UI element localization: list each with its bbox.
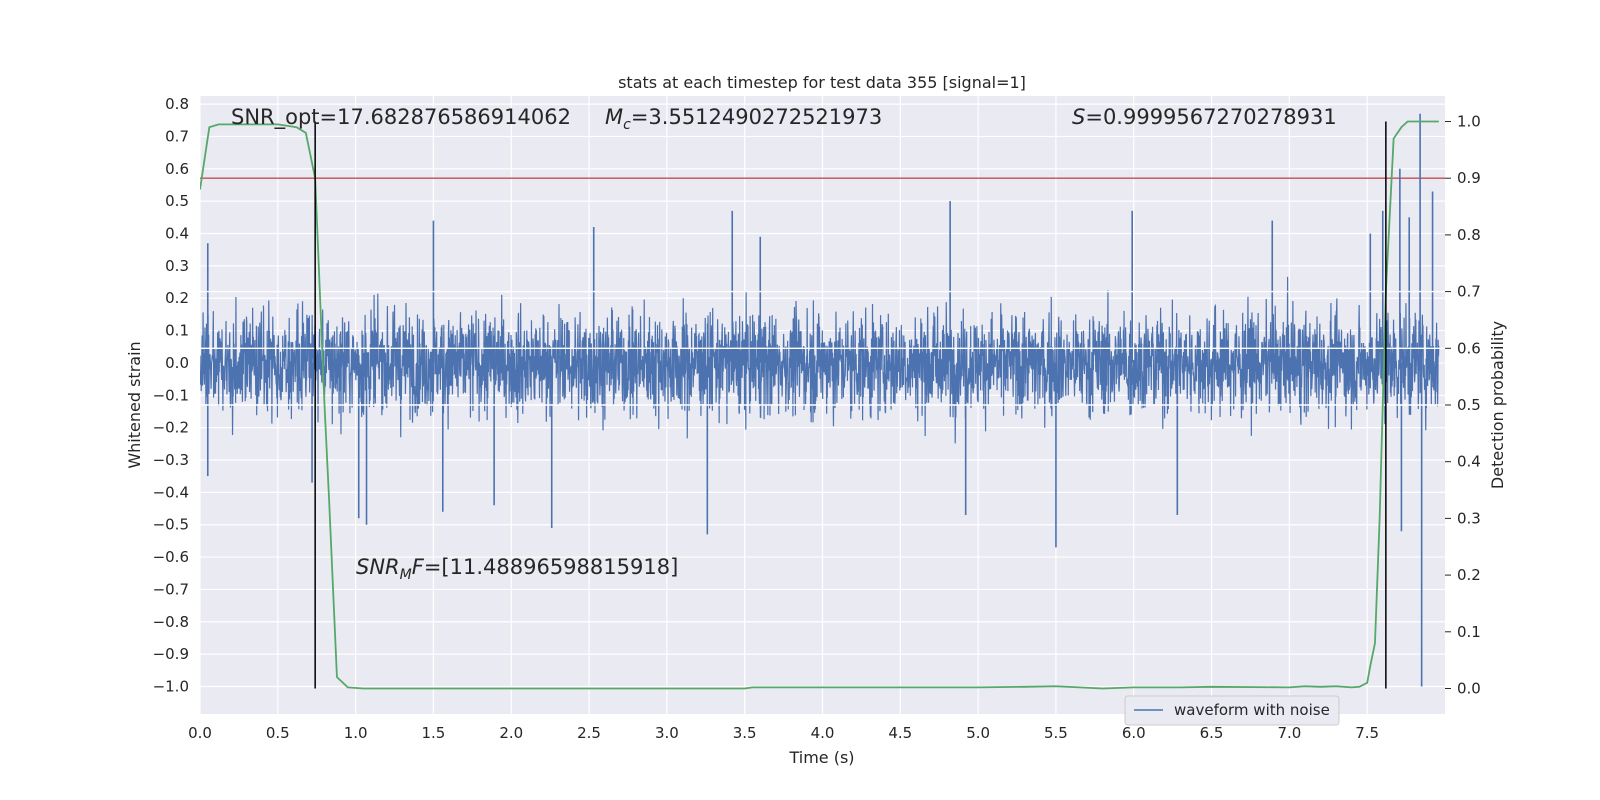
y-right-tick-label: 1.0 [1457,113,1481,131]
y-right-tick-label: 0.9 [1457,169,1481,187]
y-right-tick-label: 0.2 [1457,566,1481,584]
y-right-tick-label: 0.0 [1457,679,1481,697]
x-tick-label: 7.0 [1277,724,1301,742]
y-right-tick-label: 0.1 [1457,623,1481,641]
y-tick-label: 0.1 [165,322,189,340]
annotation-chirp-mass-subscript: c [623,117,631,133]
y-right-tick-label: 0.6 [1457,339,1481,357]
legend: waveform with noise [1124,695,1340,726]
y-tick-label: −0.4 [153,483,189,501]
series-waveform-with-noise [200,113,1440,687]
x-tick-label: 5.5 [1044,724,1068,742]
x-tick-label: 4.5 [888,724,912,742]
legend-label-waveform: waveform with noise [1174,701,1330,719]
y-axis-label-right: Detection probability [1488,321,1507,489]
y-tick-label: −0.6 [153,548,189,566]
chart-title: stats at each timestep for test data 355… [618,73,1026,92]
y-right-tick-label: 0.7 [1457,283,1481,301]
y-tick-label: 0.7 [165,127,189,145]
x-tick-label: 6.5 [1200,724,1224,742]
x-tick-label: 1.0 [344,724,368,742]
waveform-line [200,276,1440,444]
y-tick-label: −0.1 [153,386,189,404]
annotation-s-symbol: S [1072,105,1085,129]
y-tick-label: 0.8 [165,95,189,113]
x-tick-label: 3.5 [733,724,757,742]
y-tick-labels-left: 0.8 0.7 0.6 0.5 0.4 0.3 0.2 0.1 0.0 −0.1 −0.2 −0.3 −… [153,95,189,695]
y-tick-label: −0.7 [153,580,189,598]
y-tick-label: 0.4 [165,225,189,243]
x-tick-label: 4.0 [811,724,835,742]
series-detection-probability [200,120,1439,690]
detection-probability-line [200,120,1439,690]
y-tick-label: 0.3 [165,257,189,275]
y-tick-label: −0.9 [153,645,189,663]
annotation-snr-opt: SNR_opt=17.682876586914062 [231,105,571,130]
legend-box [1124,695,1340,726]
annotation-snr-mf-subscript: M [400,567,412,583]
x-tick-labels: 0.0 0.5 1.0 1.5 2.0 2.5 3.0 3.5 4.0 4.5 5.0 5.5 6.0 6… [188,724,1379,742]
annotation-snr-mf-value: =[11.48896598815918] [424,555,678,579]
x-tick-label: 0.0 [188,724,212,742]
x-tick-label: 2.5 [577,724,601,742]
y-tick-label: −0.5 [153,516,189,534]
vertical-marker-lines [314,121,1387,689]
annotation-s: S=0.9999567270278931 [1072,105,1337,129]
y-tick-label: 0.5 [165,192,189,210]
annotation-chirp-mass-symbol: M [605,105,623,129]
x-tick-label: 5.0 [966,724,990,742]
y-tick-label: −0.8 [153,613,189,631]
x-tick-label: 0.5 [266,724,290,742]
x-tick-label: 7.5 [1355,724,1379,742]
annotation-chirp-mass-value: =3.5512490272521973 [631,105,882,129]
y-tick-label: 0.0 [165,354,189,372]
x-tick-label: 3.0 [655,724,679,742]
annotation-chirp-mass: Mc=3.5512490272521973 [605,105,882,133]
annotation-snr-mf-f: F [412,555,425,579]
annotation-s-value: =0.9999567270278931 [1085,105,1336,129]
white-band-lines [200,290,1445,406]
y-right-tick-label: 0.5 [1457,396,1481,414]
annotation-snr-mf: SNRMF=[11.48896598815918] [356,555,678,583]
y-right-tick-label: 0.8 [1457,226,1481,244]
x-tick-label: 6.0 [1122,724,1146,742]
x-axis-label: Time (s) [788,748,854,767]
y-tick-label: −0.3 [153,451,189,469]
y-tick-label: 0.6 [165,160,189,178]
x-tick-label: 2.0 [499,724,523,742]
x-tick-label: 1.5 [422,724,446,742]
y-right-tick-label: 0.3 [1457,509,1481,527]
y-axis-label-left: Whitened strain [125,341,144,468]
y-tick-label: 0.2 [165,289,189,307]
y-tick-labels-right: 1.0 0.9 0.8 0.7 0.6 0.5 0.4 0.3 0.2 0.1 0.0 [1445,113,1481,697]
y-right-tick-label: 0.4 [1457,453,1481,471]
annotation-snr-mf-symbol: SNR [356,555,400,579]
y-tick-label: −1.0 [153,677,189,695]
y-tick-label: −0.2 [153,419,189,437]
